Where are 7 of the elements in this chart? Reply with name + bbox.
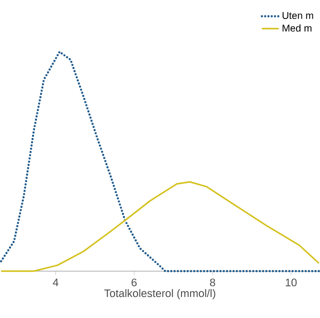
x-tick-label: 6 — [132, 278, 137, 286]
x-axis-title: Totalkolesterol (mmol/l) — [104, 289, 216, 300]
x-tick-label: 8 — [210, 278, 216, 286]
x-tick-label: 10 — [286, 278, 297, 286]
legend-label: Uten m — [282, 12, 314, 20]
legend-label: Med m — [282, 24, 312, 32]
x-tick-label: 4 — [52, 278, 58, 286]
